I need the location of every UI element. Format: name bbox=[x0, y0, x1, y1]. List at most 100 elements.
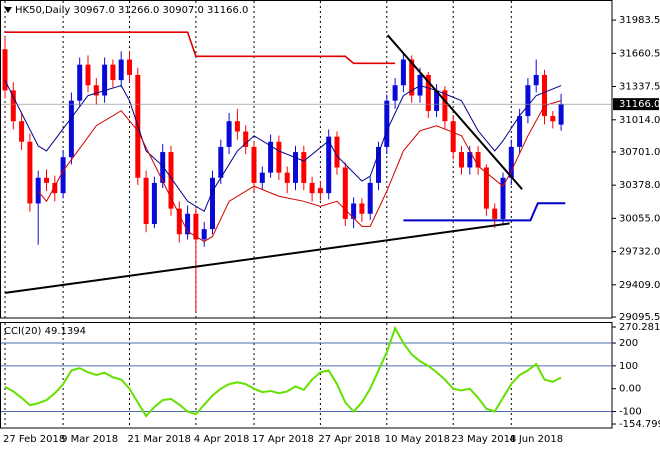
candle-body bbox=[359, 203, 365, 214]
candle-body bbox=[450, 121, 456, 153]
y-tick-label: 29095.5 bbox=[619, 312, 660, 323]
last-price-box bbox=[613, 98, 659, 111]
candle-body bbox=[542, 74, 547, 117]
candle-body bbox=[93, 85, 99, 96]
candle-body bbox=[326, 136, 332, 194]
x-tick-label: 23 May 2018 bbox=[451, 434, 516, 445]
x-tick-label: 21 Mar 2018 bbox=[128, 434, 191, 445]
candle-body bbox=[35, 177, 41, 204]
x-tick-label: 27 Feb 2018 bbox=[3, 434, 65, 445]
candle-body bbox=[2, 49, 8, 91]
cci-title: CCI(20) 49.1394 bbox=[4, 326, 86, 337]
candle-body bbox=[243, 131, 249, 147]
x-tick-label: 27 Apr 2018 bbox=[318, 434, 380, 445]
y-tick-label: 31337.5 bbox=[619, 82, 660, 93]
candle-body bbox=[19, 121, 25, 142]
overlay-line bbox=[403, 202, 566, 222]
menu-arrow[interactable] bbox=[4, 7, 12, 13]
price-panel-frame bbox=[0, 0, 613, 319]
candle-body bbox=[293, 152, 298, 183]
overlay-line bbox=[5, 31, 396, 65]
overlay-line bbox=[386, 34, 523, 190]
candle-body bbox=[384, 100, 390, 147]
candle-body bbox=[533, 74, 539, 86]
candle-body bbox=[276, 141, 282, 173]
overlay-line bbox=[4, 80, 562, 213]
candle-body bbox=[284, 172, 290, 183]
candle-body bbox=[409, 59, 415, 96]
y-tick-label: 31983.5 bbox=[619, 15, 660, 26]
candle-body bbox=[351, 203, 357, 219]
overlay-line bbox=[37, 100, 562, 243]
candle-body bbox=[508, 146, 514, 178]
candle-body bbox=[10, 90, 16, 122]
x-tick-label: 4 Apr 2018 bbox=[194, 434, 249, 445]
candle-body bbox=[151, 182, 157, 225]
y-tick-label: -154.7994 bbox=[619, 419, 660, 430]
x-tick-label: 10 May 2018 bbox=[385, 434, 450, 445]
y-tick-label: 31014.0 bbox=[619, 115, 660, 126]
x-tick-label: 9 Mar 2018 bbox=[61, 434, 118, 445]
candle-body bbox=[400, 59, 406, 86]
candle-body bbox=[185, 213, 191, 235]
candle-body bbox=[517, 116, 523, 147]
candle-body bbox=[301, 152, 307, 183]
y-tick-label: 30701.0 bbox=[619, 147, 660, 158]
candle-body bbox=[434, 90, 440, 111]
candle-body bbox=[118, 59, 124, 81]
candle-body bbox=[425, 74, 431, 111]
y-tick-label: 0.00 bbox=[619, 384, 641, 395]
candle-body bbox=[218, 146, 224, 178]
candle-body bbox=[193, 213, 199, 240]
y-tick-label: 29732.0 bbox=[619, 247, 660, 258]
candle-body bbox=[201, 229, 207, 240]
candle-body bbox=[525, 85, 531, 117]
y-tick-label: 30055.0 bbox=[619, 213, 660, 224]
candle-body bbox=[500, 177, 506, 219]
candle-body bbox=[392, 85, 398, 101]
candle-body bbox=[77, 64, 83, 101]
candle-body bbox=[259, 172, 265, 183]
cci-line bbox=[4, 325, 562, 418]
candle-body bbox=[27, 141, 33, 204]
candle-body bbox=[334, 136, 340, 168]
candle-body bbox=[160, 152, 166, 183]
y-tick-label: 31660.5 bbox=[619, 48, 660, 59]
candle-body bbox=[317, 188, 323, 194]
y-tick-label: 200 bbox=[619, 338, 638, 349]
candle-body bbox=[60, 157, 66, 194]
candle-body bbox=[442, 90, 448, 122]
candle-body bbox=[85, 64, 91, 86]
candle-body bbox=[168, 152, 174, 209]
candle-body bbox=[483, 167, 489, 209]
y-tick-label: 100 bbox=[619, 361, 638, 372]
y-tick-label: -100 bbox=[619, 406, 642, 417]
candle-body bbox=[234, 121, 240, 132]
y-tick-label: 270.2811 bbox=[619, 322, 660, 333]
candle-body bbox=[143, 177, 149, 225]
candle-body bbox=[251, 146, 257, 183]
candle-body bbox=[475, 152, 481, 168]
candle-body bbox=[176, 208, 182, 235]
candle-body bbox=[268, 141, 274, 173]
candle-body bbox=[376, 146, 381, 183]
overlay-line bbox=[4, 222, 510, 294]
candle-body bbox=[467, 152, 473, 168]
y-tick-label: 29409.0 bbox=[619, 280, 660, 291]
candle-body bbox=[550, 116, 556, 122]
cci-panel-frame bbox=[0, 322, 613, 429]
candle-body bbox=[558, 104, 564, 125]
candle-body bbox=[52, 182, 58, 194]
candle-body bbox=[127, 59, 132, 75]
x-tick-label: 4 Jun 2018 bbox=[509, 434, 563, 445]
candle-body bbox=[342, 167, 348, 219]
candle-body bbox=[110, 64, 116, 81]
last-price-label: 31166.0 bbox=[619, 99, 660, 110]
candle-body bbox=[367, 182, 373, 214]
candle-body bbox=[492, 208, 498, 219]
candle-body bbox=[226, 121, 232, 147]
candle-body bbox=[102, 64, 108, 96]
